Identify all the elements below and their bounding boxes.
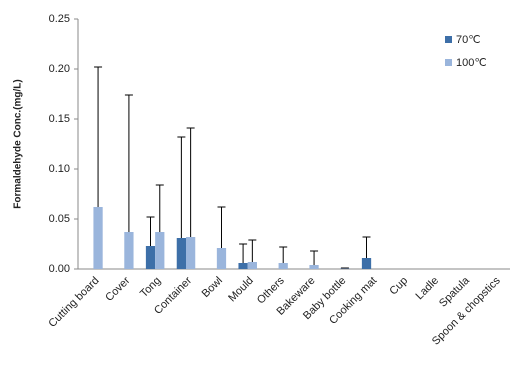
bar [278,263,288,269]
y-tick-label: 0.15 [49,113,70,125]
legend-swatch [445,36,452,43]
y-tick-label: 0.10 [49,163,70,175]
bar [155,232,165,269]
y-axis-label: Formaldehyde Conc.(mg/L) [13,79,24,208]
bar [309,265,319,269]
x-tick-label: Bowl [200,275,225,300]
bar [124,232,134,269]
y-tick-label: 0.20 [49,63,70,75]
bar [176,238,186,269]
bar [361,258,372,269]
legend-label: 100℃ [456,57,487,69]
x-tick-label: Mould [226,275,256,305]
legend-swatch [445,59,452,66]
y-tick-label: 0.05 [49,213,70,225]
legend-label: 70℃ [456,34,481,46]
x-tick-label: Cover [103,274,132,303]
bar [93,207,103,269]
y-tick-label: 0.00 [49,263,70,275]
x-tick-label: Ladle [414,275,442,303]
bar [247,262,257,269]
x-tick-label: Tong [138,275,163,300]
x-tick-label: Cutting board [46,275,101,330]
bar [186,237,196,269]
bar [216,248,227,269]
y-tick-label: 0.25 [49,13,70,25]
x-tick-label: Cup [387,275,410,298]
bar [238,263,248,269]
bar [145,246,156,269]
